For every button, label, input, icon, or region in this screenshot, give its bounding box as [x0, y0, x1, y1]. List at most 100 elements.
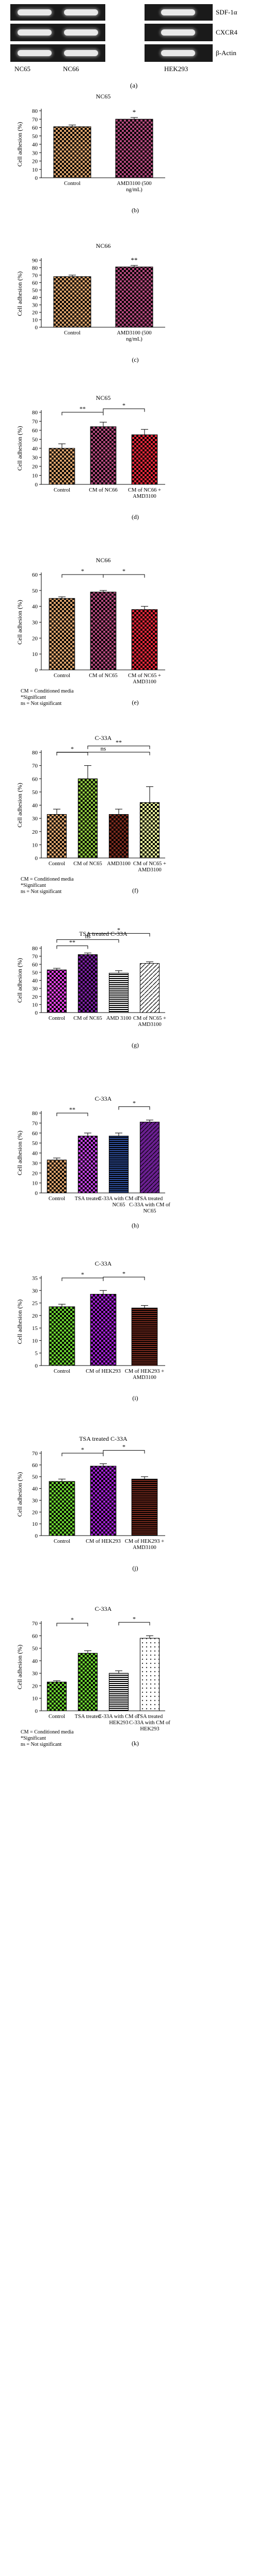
y-tick-label: 50 [32, 288, 38, 294]
x-category-label: AMD3100 [133, 1375, 156, 1380]
y-tick-label: 70 [32, 273, 38, 279]
y-tick-label: 30 [32, 816, 38, 822]
x-category-label: CM of NC65 + [128, 673, 161, 679]
bar [115, 266, 153, 328]
y-axis-label: Cell adhesion (%) [16, 783, 23, 828]
significance-label: * [81, 567, 84, 575]
chart-note: ns = Not significant [21, 1742, 61, 1747]
x-category-label: AMD3100 [107, 861, 131, 867]
bar [49, 1481, 75, 1536]
y-tick-label: 20 [32, 310, 38, 316]
bar [90, 1466, 117, 1536]
y-tick-label: 15 [32, 1325, 38, 1332]
y-tick-label: 30 [32, 1160, 38, 1167]
bar [77, 1136, 98, 1193]
y-tick-label: 0 [35, 1533, 38, 1539]
x-category-label: AMD 3100 [106, 1016, 131, 1021]
significance-bracket [56, 945, 88, 949]
chart-title: TSA treated C-33A [79, 1435, 127, 1442]
significance-bracket [61, 1453, 104, 1456]
chart-panel-g: TSA treated C-33A 0 10 20 30 40 50 60 70 80 Cell a… [16, 926, 166, 1049]
x-category-label: Control [54, 1369, 70, 1374]
y-tick-label: 50 [32, 789, 38, 796]
y-tick-label: 10 [32, 1521, 38, 1527]
chart-title: NC65 [96, 93, 111, 100]
y-tick-label: 20 [32, 1170, 38, 1176]
y-axis-label: Cell adhesion (%) [16, 1131, 23, 1175]
significance-label: * [81, 1446, 84, 1453]
x-category-label: NC65 [112, 1202, 125, 1208]
bar [90, 1294, 117, 1366]
x-category-label: AMD3100 [133, 679, 156, 685]
y-tick-label: 40 [32, 142, 38, 148]
bar [46, 1681, 67, 1711]
significance-bracket [56, 752, 88, 755]
y-tick-label: 20 [32, 1509, 38, 1516]
gel-panel-sdf1-hek [145, 4, 213, 21]
bar [46, 814, 67, 858]
y-tick-label: 0 [35, 175, 38, 181]
x-category-label: CM of NC65 + [133, 861, 166, 867]
panel-letter: (b) [132, 207, 139, 214]
chart-panel-i: C-33A 0 5 10 15 20 25 30 35 Cell adhesion (%) Cont… [16, 1260, 165, 1402]
x-category-label: CM of NC66 + [128, 487, 161, 493]
x-category-label: NC65 [143, 1208, 156, 1214]
significance-label: ** [69, 938, 75, 946]
panel-letter: (i) [132, 1394, 138, 1402]
bar [77, 954, 98, 1013]
y-tick-label: 70 [32, 954, 38, 960]
y-axis-label: Cell adhesion (%) [16, 272, 23, 316]
significance-bracket [118, 1622, 150, 1626]
bar [139, 802, 160, 858]
gel-row-label-cxcr4: CXCR4 [216, 28, 237, 36]
y-tick-label: 90 [32, 258, 38, 264]
x-category-label: CM of NC65 [89, 673, 117, 679]
significance-label: ** [116, 739, 122, 746]
x-category-label: HEK293 [140, 1726, 159, 1732]
significance-label: * [81, 1271, 84, 1278]
chart-note: CM = Conditioned media [21, 877, 74, 882]
x-category-label: Control [64, 181, 81, 187]
chart-title: NC66 [96, 557, 111, 564]
significance-bracket [103, 408, 145, 412]
y-tick-label: 60 [32, 280, 38, 286]
y-tick-label: 0 [35, 667, 38, 674]
bar [131, 1307, 158, 1366]
chart-panel-k: C-33A 0 10 20 30 40 50 60 70 Cell adhesion (%) Con… [16, 1605, 170, 1747]
chart-title: NC66 [96, 242, 111, 249]
gel-lane-label-nc66: NC66 [63, 65, 79, 73]
y-tick-label: 60 [32, 125, 38, 131]
x-category-label: HEK293 [109, 1720, 128, 1726]
y-tick-label: 10 [32, 842, 38, 848]
significance-label: ** [69, 1106, 75, 1113]
bar [131, 1478, 158, 1536]
y-tick-label: 30 [32, 1671, 38, 1677]
significance-bracket [103, 574, 145, 578]
y-tick-label: 0 [35, 482, 38, 488]
bar [46, 969, 67, 1013]
x-category-label: AMD3100 (500 [117, 330, 151, 336]
x-category-label: CM of HEK293 [86, 1369, 121, 1374]
y-tick-label: 20 [32, 1683, 38, 1689]
bar [49, 598, 75, 670]
chart-panel-f: C-33A 0 10 20 30 40 50 60 70 80 Cell adhesion (%) C… [16, 734, 166, 895]
y-tick-label: 70 [32, 116, 38, 123]
y-tick-label: 0 [35, 1363, 38, 1369]
chart-note: *Significant [21, 883, 46, 888]
y-tick-label: 40 [32, 1151, 38, 1157]
y-tick-label: 60 [32, 428, 38, 434]
significance-bracket [61, 1277, 104, 1281]
x-category-label: ng/mL) [126, 187, 142, 193]
y-tick-label: 10 [32, 167, 38, 173]
gel-lane-label-hek293: HEK293 [164, 65, 188, 73]
panel-letter: (f) [132, 887, 138, 894]
y-tick-label: 70 [32, 419, 38, 425]
y-tick-label: 20 [32, 1313, 38, 1319]
significance-label: * [117, 926, 120, 933]
chart-note: ns = Not significant [21, 889, 61, 895]
significance-bracket [87, 933, 150, 937]
y-tick-label: 0 [35, 1010, 38, 1016]
y-tick-label: 30 [32, 150, 38, 156]
y-axis-label: Cell adhesion (%) [16, 958, 23, 1003]
